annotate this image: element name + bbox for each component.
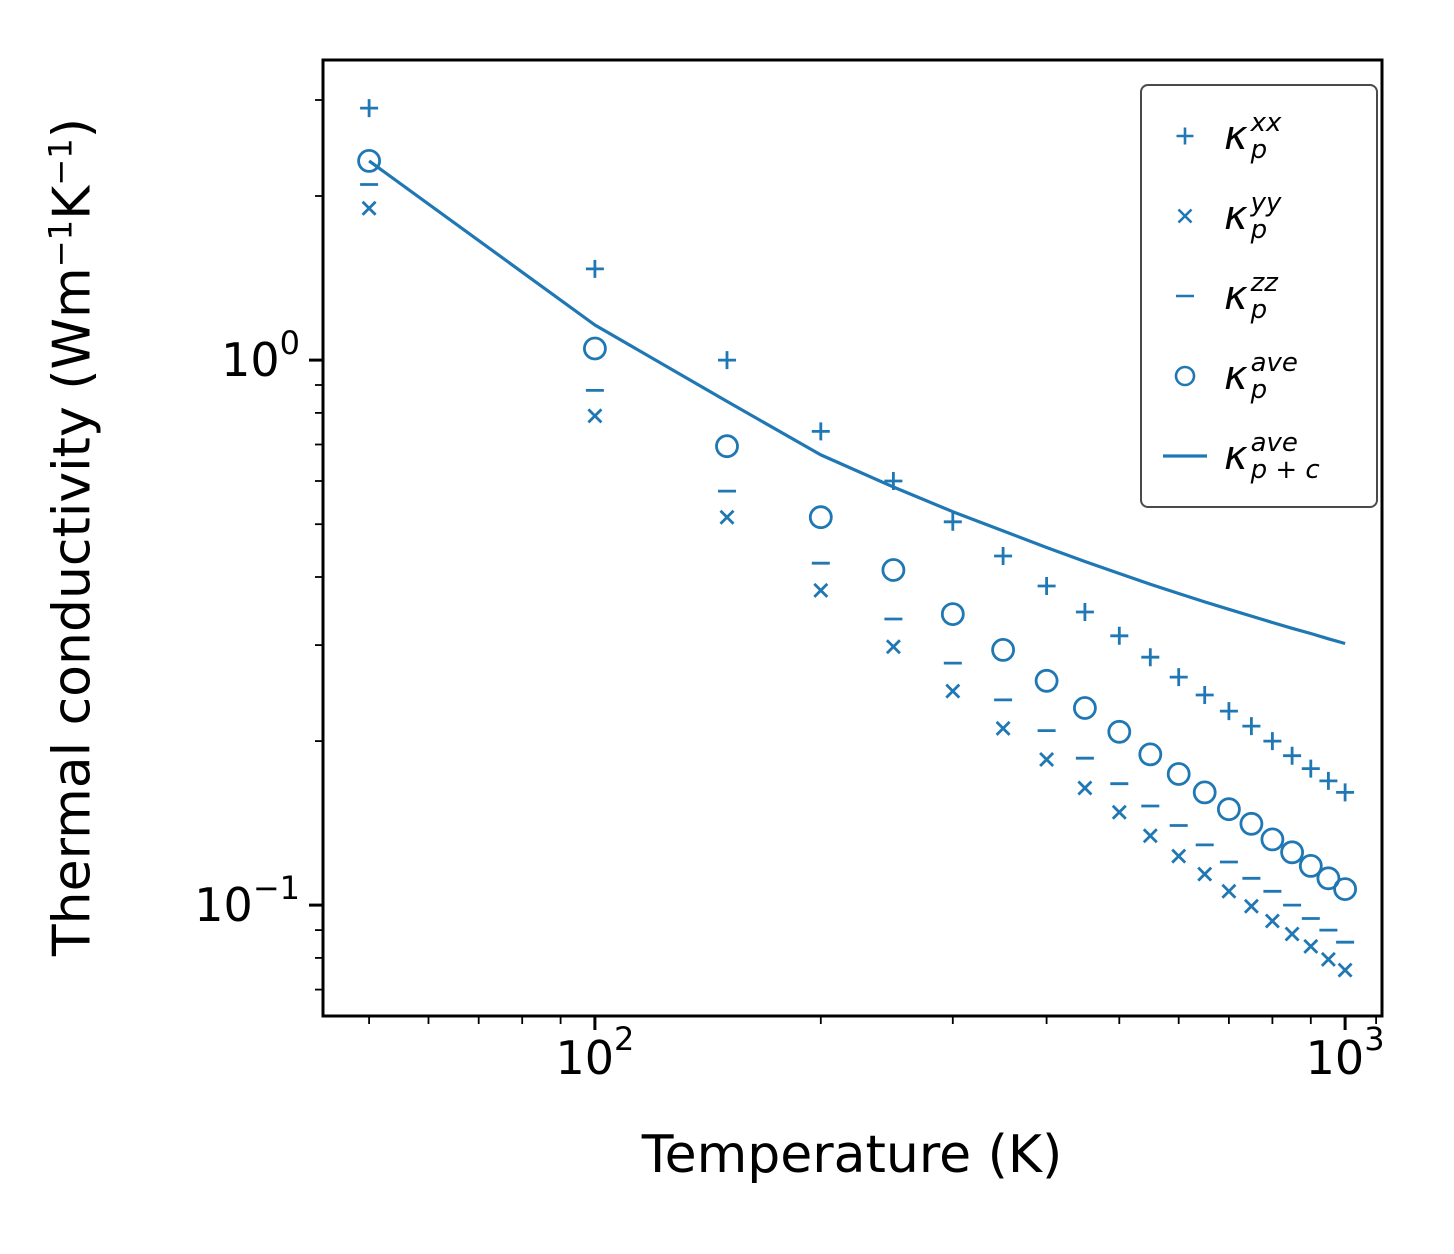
series-kappa-p-yy [361, 200, 1353, 978]
series-kappa-p-ave [357, 148, 1357, 901]
x-axis-label: Temperature (K) [641, 1125, 1063, 1185]
legend-entry-kappa-p-yy: κ yy p [1142, 176, 1376, 256]
series-kappa-p-zz [360, 183, 1355, 944]
legend-label: κ xx p [1224, 107, 1282, 165]
legend-entry-kappa-p-ave: κ ave p [1142, 336, 1376, 416]
svg-text:10−1: 10−1 [194, 869, 300, 932]
legend: κ xx p κ yy p κ zz p κ ave p κ ave p + c [1140, 84, 1378, 508]
legend-entry-kappa-p-zz: κ zz p [1142, 256, 1376, 336]
legend-entry-kappa-p-xx: κ xx p [1142, 96, 1376, 176]
x-marker-icon [1177, 208, 1193, 224]
plus-marker-icon [1176, 127, 1194, 145]
line-marker-icon [1163, 454, 1207, 458]
legend-label: κ ave p + c [1224, 427, 1320, 485]
legend-label: κ yy p [1224, 187, 1282, 245]
plot-spines [321, 58, 1384, 1018]
legend-label: κ ave p [1224, 347, 1298, 405]
svg-text:103: 103 [1306, 1020, 1385, 1085]
legend-entry-kappa-p-plus-c-ave: κ ave p + c [1142, 416, 1376, 496]
svg-text:100: 100 [221, 324, 300, 387]
series-kappa-p-plus-c-ave [368, 159, 1346, 646]
legend-label: κ zz p [1224, 267, 1278, 325]
axis-ticks [309, 99, 1377, 1030]
series-kappa-p-xx [360, 99, 1355, 802]
hline-marker-icon [1176, 294, 1194, 298]
circle-marker-icon [1174, 365, 1196, 387]
y-axis-label: Thermal conductivity (Wm−1K−1) [41, 117, 103, 957]
